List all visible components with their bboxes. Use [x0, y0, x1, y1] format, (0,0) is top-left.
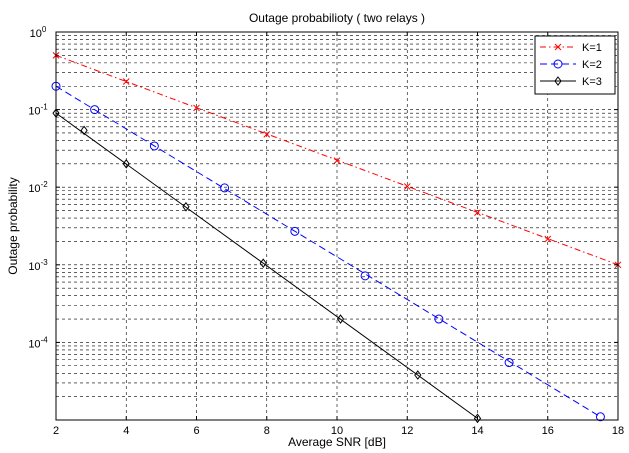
legend-label: K=1: [582, 42, 602, 54]
y-axis-label: Outage probability: [6, 177, 20, 274]
x-tick-label: 6: [193, 425, 199, 437]
circle-marker: [553, 59, 563, 69]
x-marker: [263, 130, 271, 138]
grid-lines: [56, 32, 618, 420]
series-line: [55, 85, 601, 418]
circle-marker: [90, 105, 100, 115]
legend-item: K=1: [540, 42, 602, 54]
legend-item: K=3: [540, 76, 602, 88]
series-k3: [52, 108, 482, 424]
axis-ticks: 2 4 6 8 10 12 14 16 18 100 10-1 10-2 10-3 10-4: [28, 25, 624, 437]
diamond-marker: [336, 314, 345, 324]
circle-marker: [504, 358, 514, 368]
x-marker: [193, 104, 200, 112]
x-marker: [403, 183, 411, 190]
x-marker: [554, 43, 562, 51]
data-series: [51, 52, 622, 424]
x-tick-label: 18: [612, 425, 624, 437]
y-tick-label: 10-3: [28, 258, 48, 273]
legend-label: K=3: [582, 76, 602, 88]
x-marker: [333, 157, 341, 164]
y-tick-label: 10-2: [28, 180, 48, 195]
diamond-marker: [182, 201, 190, 212]
x-tick-label: 4: [123, 425, 129, 437]
legend-box: [534, 35, 616, 95]
x-marker: [544, 235, 552, 243]
diamond-marker: [554, 76, 562, 86]
circle-marker: [290, 226, 300, 236]
x-tick-label: 2: [53, 425, 59, 437]
diamond-marker: [473, 413, 482, 424]
x-tick-label: 16: [542, 425, 554, 437]
series-line: [55, 112, 478, 419]
circle-marker: [434, 314, 444, 324]
series-k2: [51, 81, 605, 422]
circle-marker: [595, 412, 605, 422]
chart-title: Outage probabilioty ( two relays ): [249, 11, 425, 25]
circle-marker: [220, 183, 230, 193]
legend-item: K=2: [540, 59, 602, 71]
circle-marker: [149, 141, 159, 151]
x-tick-label: 10: [331, 425, 343, 437]
x-axis-label: Average SNR [dB]: [288, 435, 386, 449]
diamond-marker: [259, 258, 267, 268]
diamond-marker: [414, 370, 422, 380]
x-marker: [122, 78, 130, 85]
y-tick-label: 100: [30, 25, 47, 40]
y-tick-label: 10-4: [28, 335, 48, 350]
legend-label: K=2: [582, 59, 602, 71]
y-tick-label: 10-1: [28, 103, 48, 118]
circle-marker: [360, 271, 370, 281]
diamond-marker: [122, 159, 130, 169]
x-tick-label: 12: [401, 425, 413, 437]
x-tick-label: 14: [471, 425, 483, 437]
x-tick-label: 8: [264, 425, 270, 437]
diamond-marker: [80, 125, 88, 136]
x-marker: [474, 209, 481, 216]
legend: K=1 K=2 K=3: [534, 35, 616, 95]
